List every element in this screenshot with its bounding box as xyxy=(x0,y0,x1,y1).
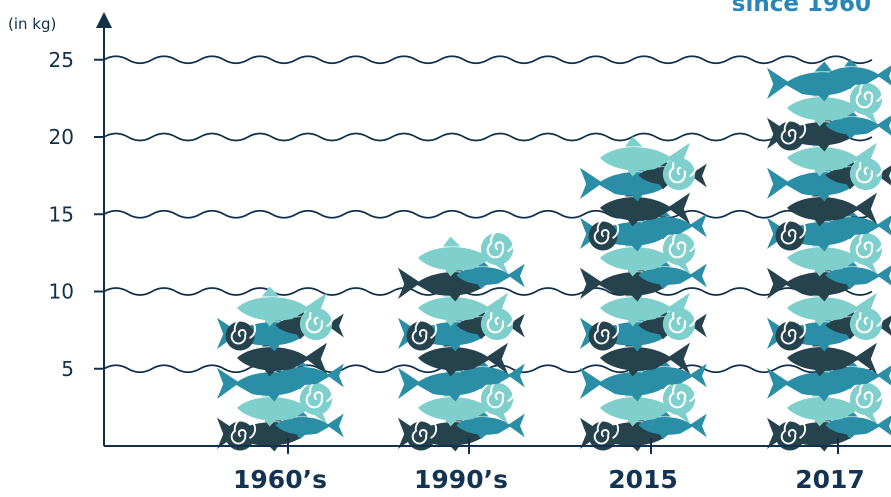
x-category-label: 2015 xyxy=(608,465,678,494)
shell-icon xyxy=(774,217,807,252)
shell-icon xyxy=(848,228,884,267)
shell-icon xyxy=(298,378,334,417)
shell-icon xyxy=(774,317,807,352)
x-category-label: 1990’s xyxy=(414,465,508,494)
shell-icon xyxy=(224,317,257,352)
gridline-wave xyxy=(103,209,873,219)
y-axis xyxy=(96,12,112,446)
icon-stack-bar xyxy=(398,228,525,452)
y-axis-unit-label: (in kg) xyxy=(8,15,56,33)
y-tick-label: 20 xyxy=(49,125,74,149)
shell-icon xyxy=(587,317,620,352)
x-category-label: 2017 xyxy=(795,465,865,494)
gridlines xyxy=(94,55,873,374)
icon-stack-bar xyxy=(767,58,891,452)
y-axis-arrow-icon xyxy=(96,12,112,28)
shell-icon xyxy=(661,378,697,417)
y-tick-label: 15 xyxy=(49,202,74,226)
x-category-labels: 1960’s 1990’s 2015 2017 xyxy=(233,438,865,494)
y-tick-label: 25 xyxy=(49,48,74,72)
gridline-wave xyxy=(103,55,873,65)
gridline-wave xyxy=(103,132,873,142)
y-tick-label: 10 xyxy=(49,280,74,304)
shell-icon xyxy=(848,378,884,417)
gridline-wave xyxy=(103,287,873,296)
x-category-label: 1960’s xyxy=(233,465,327,494)
chart-subtitle: since 1960 xyxy=(732,0,871,17)
icon-stack-bar xyxy=(217,286,344,452)
icon-stack-bar xyxy=(580,136,707,452)
shell-icon xyxy=(479,228,515,267)
shell-icon xyxy=(479,378,515,417)
icon-stacks xyxy=(217,58,891,452)
shell-icon xyxy=(774,117,807,152)
shell-icon xyxy=(405,317,438,352)
shell-icon xyxy=(848,78,884,117)
shell-icon xyxy=(661,228,697,267)
shell-icon xyxy=(587,217,620,252)
y-tick-labels: 5 10 15 20 25 xyxy=(49,48,74,381)
y-tick-label: 5 xyxy=(61,357,74,381)
